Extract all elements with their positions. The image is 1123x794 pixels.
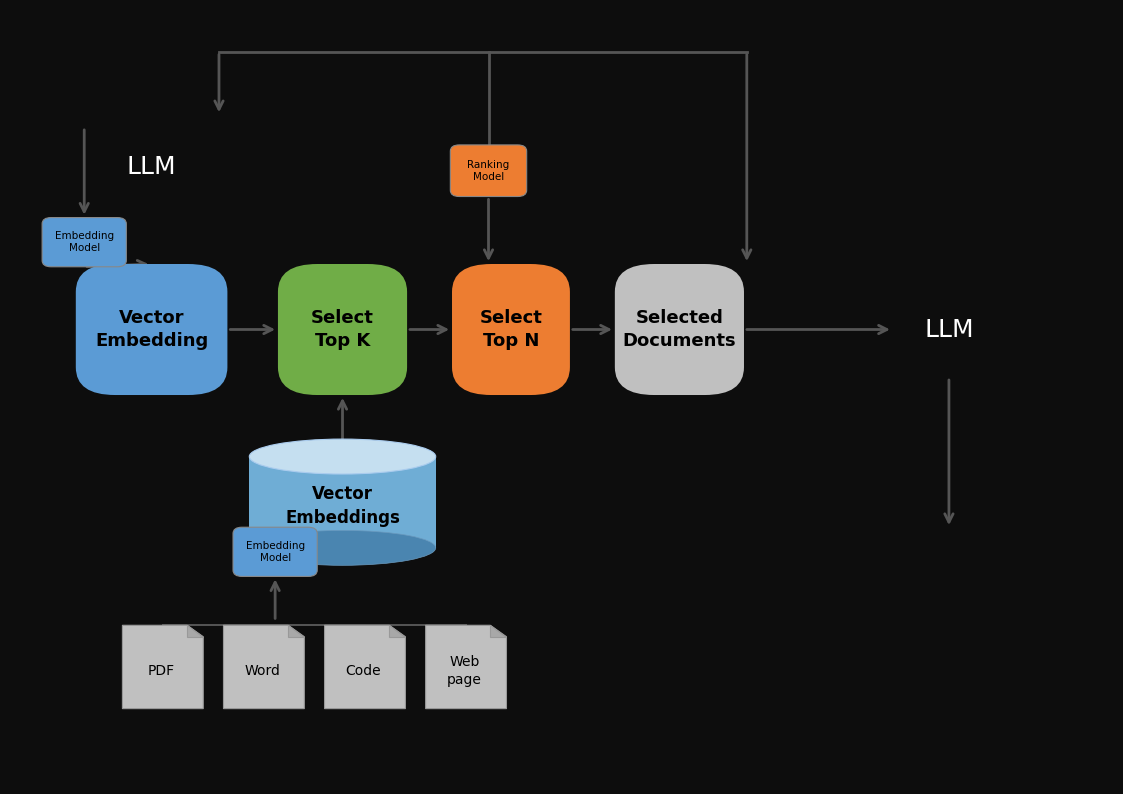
Text: Select
Top K: Select Top K [311,309,374,350]
Polygon shape [390,626,405,637]
Text: Word: Word [245,664,281,678]
Text: Select
Top N: Select Top N [480,309,542,350]
Polygon shape [289,626,304,637]
FancyBboxPatch shape [450,145,527,197]
Polygon shape [122,626,203,708]
FancyBboxPatch shape [451,264,569,395]
FancyBboxPatch shape [76,264,227,395]
Polygon shape [491,626,506,637]
Ellipse shape [249,530,436,565]
Text: Embedding
Model: Embedding Model [246,541,304,563]
Text: LLM: LLM [127,155,176,179]
Ellipse shape [249,439,436,474]
Text: LLM: LLM [924,318,974,341]
FancyBboxPatch shape [279,264,407,395]
Text: Code: Code [346,664,381,678]
Polygon shape [426,626,506,708]
Polygon shape [325,626,405,708]
Text: Ranking
Model: Ranking Model [467,160,510,182]
Text: Vector
Embeddings: Vector Embeddings [285,485,400,527]
Polygon shape [188,626,203,637]
Text: Web
page: Web page [447,655,482,687]
FancyBboxPatch shape [43,218,126,267]
Text: Vector
Embedding: Vector Embedding [95,309,208,350]
FancyBboxPatch shape [615,264,743,395]
Text: Selected
Documents: Selected Documents [622,309,737,350]
Polygon shape [223,626,304,708]
FancyBboxPatch shape [234,527,317,576]
Text: PDF: PDF [147,664,175,678]
Bar [249,457,436,548]
Text: Embedding
Model: Embedding Model [55,231,113,253]
